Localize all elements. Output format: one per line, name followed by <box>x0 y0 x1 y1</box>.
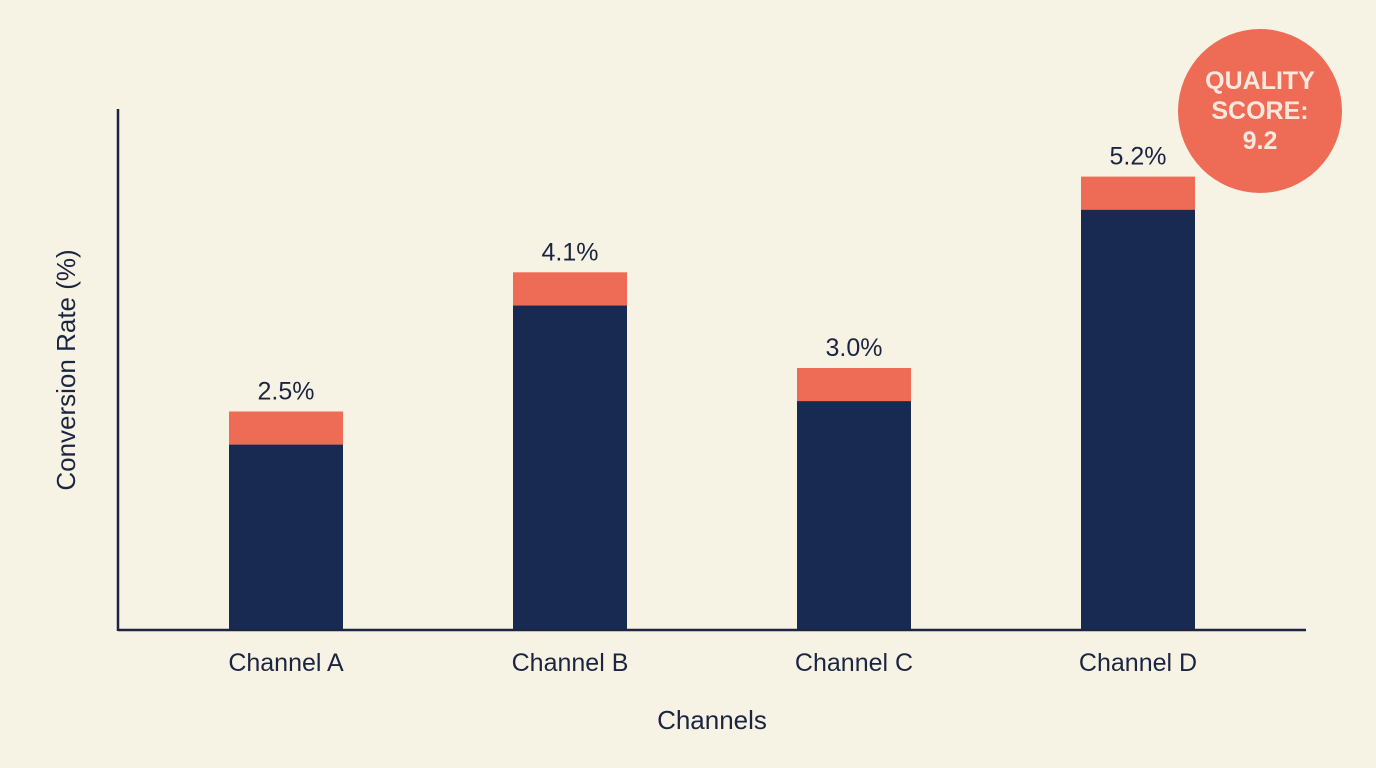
quality-score-badge: QUALITY SCORE: 9.2 <box>1178 29 1342 193</box>
bar-channel-c <box>797 401 911 629</box>
bar-cap-channel-b <box>513 272 627 306</box>
bar-cap-channel-d <box>1081 176 1195 210</box>
x-tick-label-channel-b: Channel B <box>512 649 629 677</box>
y-axis-title: Conversion Rate (%) <box>51 249 81 490</box>
x-tick-labels-layer: Channel A Channel B Channel C Channel D <box>228 649 1197 677</box>
value-label-channel-d: 5.2% <box>1110 143 1167 171</box>
x-tick-label-channel-d: Channel D <box>1079 649 1197 677</box>
bar-channel-d <box>1081 209 1195 629</box>
x-axis-title: Channels <box>657 705 767 735</box>
bar-channel-b <box>513 305 627 629</box>
value-label-channel-b: 4.1% <box>542 238 599 266</box>
quality-score-text: QUALITY SCORE: 9.2 <box>1205 67 1315 155</box>
value-label-channel-a: 2.5% <box>258 378 315 406</box>
bar-cap-channel-a <box>229 411 343 445</box>
bars-layer <box>229 176 1195 629</box>
value-labels-layer: 2.5% 4.1% 3.0% 5.2% <box>258 143 1167 406</box>
bar-channel-a <box>229 444 343 629</box>
bar-cap-channel-c <box>797 368 911 402</box>
x-tick-label-channel-c: Channel C <box>795 649 913 677</box>
value-label-channel-c: 3.0% <box>826 334 883 362</box>
x-tick-label-channel-a: Channel A <box>228 649 344 677</box>
